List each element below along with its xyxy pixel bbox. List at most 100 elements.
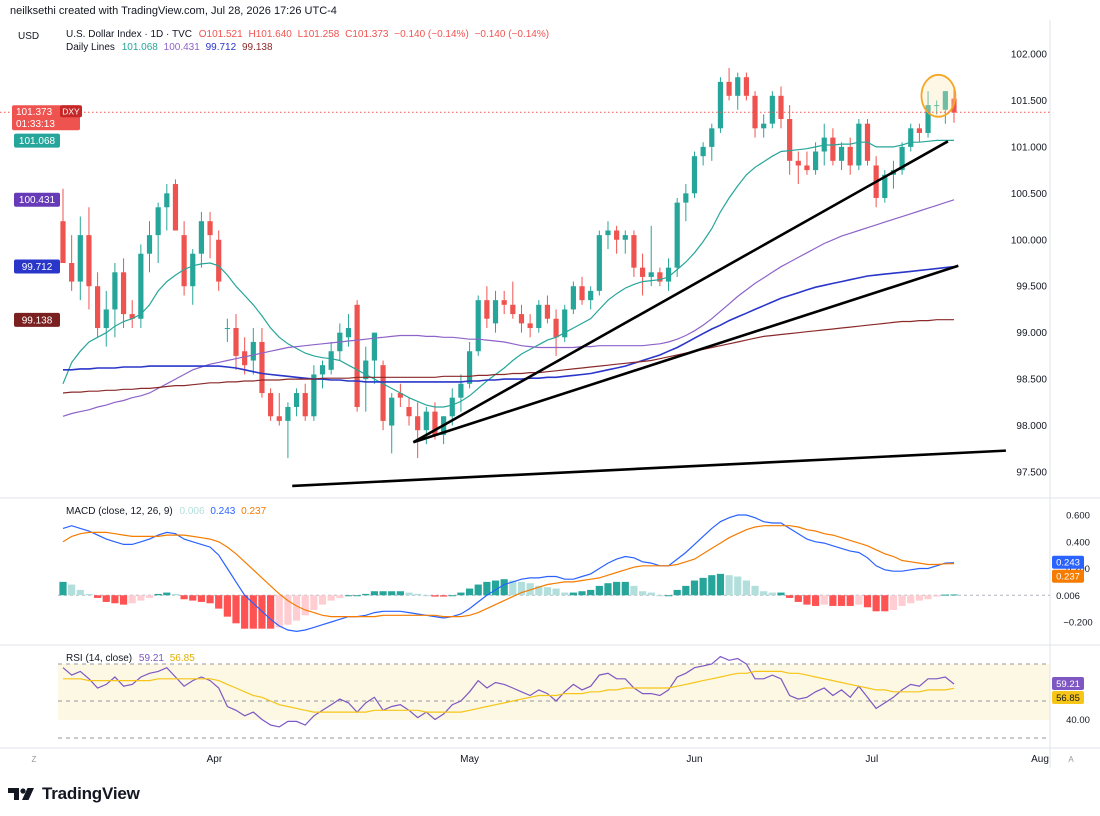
macd-histogram-bar bbox=[180, 595, 188, 600]
macd-histogram-bar bbox=[664, 595, 673, 597]
candle-body bbox=[397, 393, 403, 398]
macd-histogram-bar bbox=[215, 595, 223, 609]
candle-body bbox=[579, 286, 585, 301]
macd-histogram-bar bbox=[119, 595, 128, 605]
price-tick-label: 102.000 bbox=[1011, 50, 1048, 61]
macd-histogram-bar bbox=[163, 592, 171, 596]
macd-histogram-bar bbox=[68, 584, 76, 596]
candle-body bbox=[899, 146, 905, 171]
macd-histogram-bar bbox=[621, 581, 629, 596]
candle-body bbox=[120, 272, 127, 315]
macd-tick-label: −0.200 bbox=[1063, 618, 1092, 629]
macd-histogram-bar bbox=[94, 595, 102, 598]
candle-body bbox=[812, 151, 819, 171]
ma-badge: 99.138 bbox=[22, 315, 53, 326]
ma-badge: 99.712 bbox=[22, 262, 53, 273]
currency-label[interactable]: USD bbox=[18, 31, 39, 42]
macd-histogram-bar bbox=[855, 595, 863, 605]
candle-body bbox=[717, 81, 724, 129]
histogram-badge: 0.006 bbox=[1056, 591, 1080, 602]
macd-histogram-bar bbox=[552, 588, 560, 596]
macd-tick-label: 0.200 bbox=[1066, 564, 1090, 575]
candle-body bbox=[449, 397, 455, 417]
candle-body bbox=[354, 304, 360, 407]
candle-body bbox=[501, 300, 507, 305]
macd-histogram-bar bbox=[708, 575, 716, 596]
tradingview-logo[interactable]: TradingView bbox=[8, 782, 140, 806]
countdown-badge: 01:33:13 bbox=[16, 119, 55, 130]
macd-histogram-bar bbox=[379, 591, 387, 596]
trendline bbox=[292, 449, 1006, 488]
price-tick-label: 98.000 bbox=[1016, 421, 1047, 432]
macd-histogram-bar bbox=[578, 591, 586, 596]
rsi-tick-label: 40.00 bbox=[1066, 715, 1090, 726]
macd-histogram-bar bbox=[310, 595, 318, 610]
macd-histogram-bar bbox=[448, 595, 456, 597]
chart-frame[interactable]: 0.600 0.400 0.200 −0.200 40.00 102.000 101.5… bbox=[0, 20, 1100, 768]
candle-body bbox=[709, 128, 715, 147]
macd-histogram-bar bbox=[145, 595, 154, 598]
ma-badge-bg bbox=[14, 133, 60, 148]
candle-body bbox=[311, 374, 317, 417]
macd-histogram-bar bbox=[786, 595, 794, 598]
macd-histogram-bar bbox=[509, 580, 517, 596]
highlight-ellipse bbox=[920, 73, 957, 118]
candle-body bbox=[639, 267, 646, 277]
candle-body bbox=[908, 128, 914, 147]
auto-scale-icon: A bbox=[1068, 755, 1074, 764]
macd-histogram-bar bbox=[388, 591, 396, 596]
candle-body bbox=[510, 304, 516, 315]
candle-body bbox=[648, 272, 654, 277]
candle-body bbox=[458, 383, 464, 398]
macd-histogram-bar bbox=[336, 595, 344, 598]
rsi-ma-line bbox=[63, 670, 955, 713]
candle-body bbox=[389, 397, 395, 426]
macd-histogram-bar bbox=[440, 595, 448, 597]
macd-histogram-bar bbox=[863, 595, 872, 608]
macd-histogram-bar bbox=[76, 589, 84, 596]
trendlines-layer bbox=[292, 73, 1006, 488]
ma-legend-value-2: 100.431 bbox=[164, 42, 201, 53]
macd-histogram-bar bbox=[491, 580, 500, 596]
macd-histogram-bar bbox=[465, 588, 474, 596]
chart-svg[interactable]: 0.600 0.400 0.200 −0.200 40.00 102.000 101.5… bbox=[0, 20, 1100, 768]
macd-histogram-bar bbox=[483, 581, 491, 596]
rsi-band bbox=[58, 664, 1050, 720]
macd-layer: 0.600 0.400 0.200 −0.200 bbox=[58, 511, 1093, 633]
macd-histogram-bar bbox=[829, 595, 837, 606]
candle-body bbox=[432, 411, 438, 435]
moving-average-line bbox=[62, 199, 955, 417]
candle-body bbox=[743, 77, 749, 96]
macd-legend-signal: 0.237 bbox=[241, 506, 266, 517]
symbol-line: U.S. Dollar Index · 1D · TVC O101.521 H1… bbox=[66, 29, 549, 40]
macd-histogram-bar bbox=[811, 595, 820, 606]
moving-average-line bbox=[63, 265, 955, 383]
candle-body bbox=[86, 235, 92, 287]
candle-body bbox=[415, 416, 421, 431]
candle-body bbox=[345, 328, 352, 338]
candle-body bbox=[752, 95, 758, 129]
candle-body bbox=[466, 351, 473, 384]
moving-average-line bbox=[62, 319, 954, 394]
candle-body bbox=[103, 309, 109, 329]
rsi-ma-badge-bg bbox=[1052, 690, 1084, 704]
candle-body bbox=[934, 105, 940, 107]
price-tick-label: 98.500 bbox=[1016, 375, 1047, 386]
rsi-legend-rsi: 59.21 bbox=[139, 653, 164, 664]
candle-body bbox=[181, 235, 187, 287]
candle-body bbox=[518, 314, 525, 324]
candle-body bbox=[847, 146, 853, 166]
candle-body bbox=[319, 365, 326, 375]
tradingview-brand: TradingView bbox=[42, 784, 140, 803]
macd-histogram-bar bbox=[422, 595, 430, 597]
macd-histogram-bar bbox=[915, 595, 923, 601]
macd-histogram-bar bbox=[751, 585, 759, 596]
candle-body bbox=[423, 411, 429, 431]
ma-legend-label: Daily Lines bbox=[66, 42, 115, 53]
moving-averages-layer bbox=[62, 139, 955, 417]
macd-signal-line bbox=[62, 525, 955, 618]
axes-layer: 102.000 101.500 101.000 100.500 100.000 99.50… bbox=[0, 50, 1074, 765]
candle-body bbox=[925, 105, 931, 133]
candle-body bbox=[527, 323, 533, 329]
macd-histogram-bar bbox=[638, 591, 647, 596]
